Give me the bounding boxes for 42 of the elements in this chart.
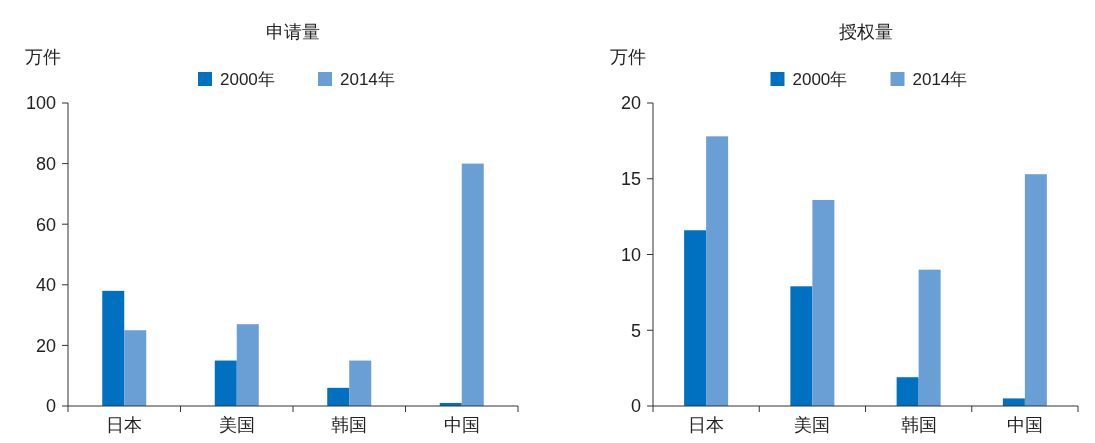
bar (1002, 398, 1025, 406)
x-tick-label: 美国 (218, 415, 255, 435)
bar (1024, 174, 1047, 406)
bar (706, 136, 729, 406)
bar (124, 330, 147, 406)
x-tick-label: 韩国 (331, 415, 368, 435)
bar (918, 269, 941, 406)
legend-label: 2000年 (792, 70, 848, 89)
x-tick-label: 中国 (1006, 415, 1043, 435)
x-tick-label: 中国 (443, 415, 480, 435)
chart-title: 申请量 (266, 22, 320, 42)
bar (461, 163, 484, 406)
y-tick-label: 60 (35, 214, 56, 235)
bar (349, 360, 372, 406)
legend-label: 2014年 (912, 70, 968, 89)
x-tick-label: 美国 (794, 415, 831, 435)
y-tick-label: 100 (25, 93, 56, 114)
y-tick-label: 0 (45, 396, 56, 417)
bar (684, 230, 707, 406)
bar (102, 290, 125, 406)
y-tick-label: 10 (620, 244, 641, 265)
legend-label: 2014年 (340, 70, 395, 89)
y-tick-label: 20 (620, 93, 641, 114)
bar (812, 199, 835, 406)
y-tick-label: 40 (35, 275, 56, 296)
y-tick-label: 15 (620, 169, 641, 190)
y-tick-label: 5 (630, 320, 641, 341)
chart-title: 授权量 (838, 22, 893, 42)
x-tick-label: 韩国 (900, 415, 937, 435)
legend-label: 2000年 (220, 70, 275, 89)
y-axis-title: 万件 (25, 47, 61, 67)
y-tick-label: 80 (35, 153, 56, 174)
y-axis-title: 万件 (610, 47, 646, 67)
bar (327, 387, 350, 406)
x-tick-label: 日本 (688, 415, 725, 435)
bar (236, 324, 259, 406)
bar (896, 377, 919, 406)
bar (214, 360, 237, 406)
y-tick-label: 0 (630, 396, 641, 417)
bar (790, 286, 813, 406)
x-tick-label: 日本 (106, 415, 143, 435)
y-tick-label: 20 (35, 335, 56, 356)
